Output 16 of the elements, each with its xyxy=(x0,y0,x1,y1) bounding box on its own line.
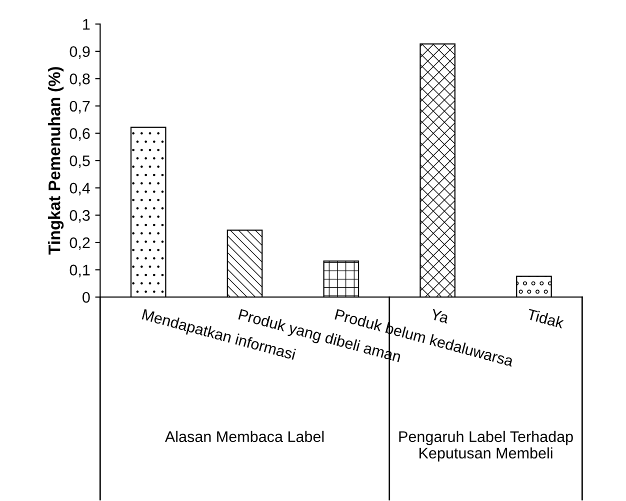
x-tick-label: Ya xyxy=(430,308,450,324)
x-tick-label: Tidak xyxy=(526,308,565,329)
y-tick-label: 0,6 xyxy=(70,128,90,141)
text: Pengaruh Label Terhadap Keputusan Membeli xyxy=(399,430,573,462)
y-tick-label: 0,9 xyxy=(70,46,90,59)
y-tick-label: 0,3 xyxy=(70,210,90,223)
y-tick-label: 0,7 xyxy=(70,100,90,114)
y-tick-label: 0,4 xyxy=(70,182,90,196)
y-tick-label: 1 xyxy=(83,19,90,30)
y-tick-label: 0,8 xyxy=(70,74,90,86)
y-tick-label: 0,1 xyxy=(70,264,90,278)
y-tick-label: 0,5 xyxy=(70,155,90,168)
y-tick-label: 0,2 xyxy=(70,237,90,250)
y-tick-label: 0 xyxy=(82,292,90,303)
y-axis-title: Tingkat Pemenuhan (%) xyxy=(48,67,64,255)
text: Alasan Membaca Label xyxy=(164,430,324,442)
